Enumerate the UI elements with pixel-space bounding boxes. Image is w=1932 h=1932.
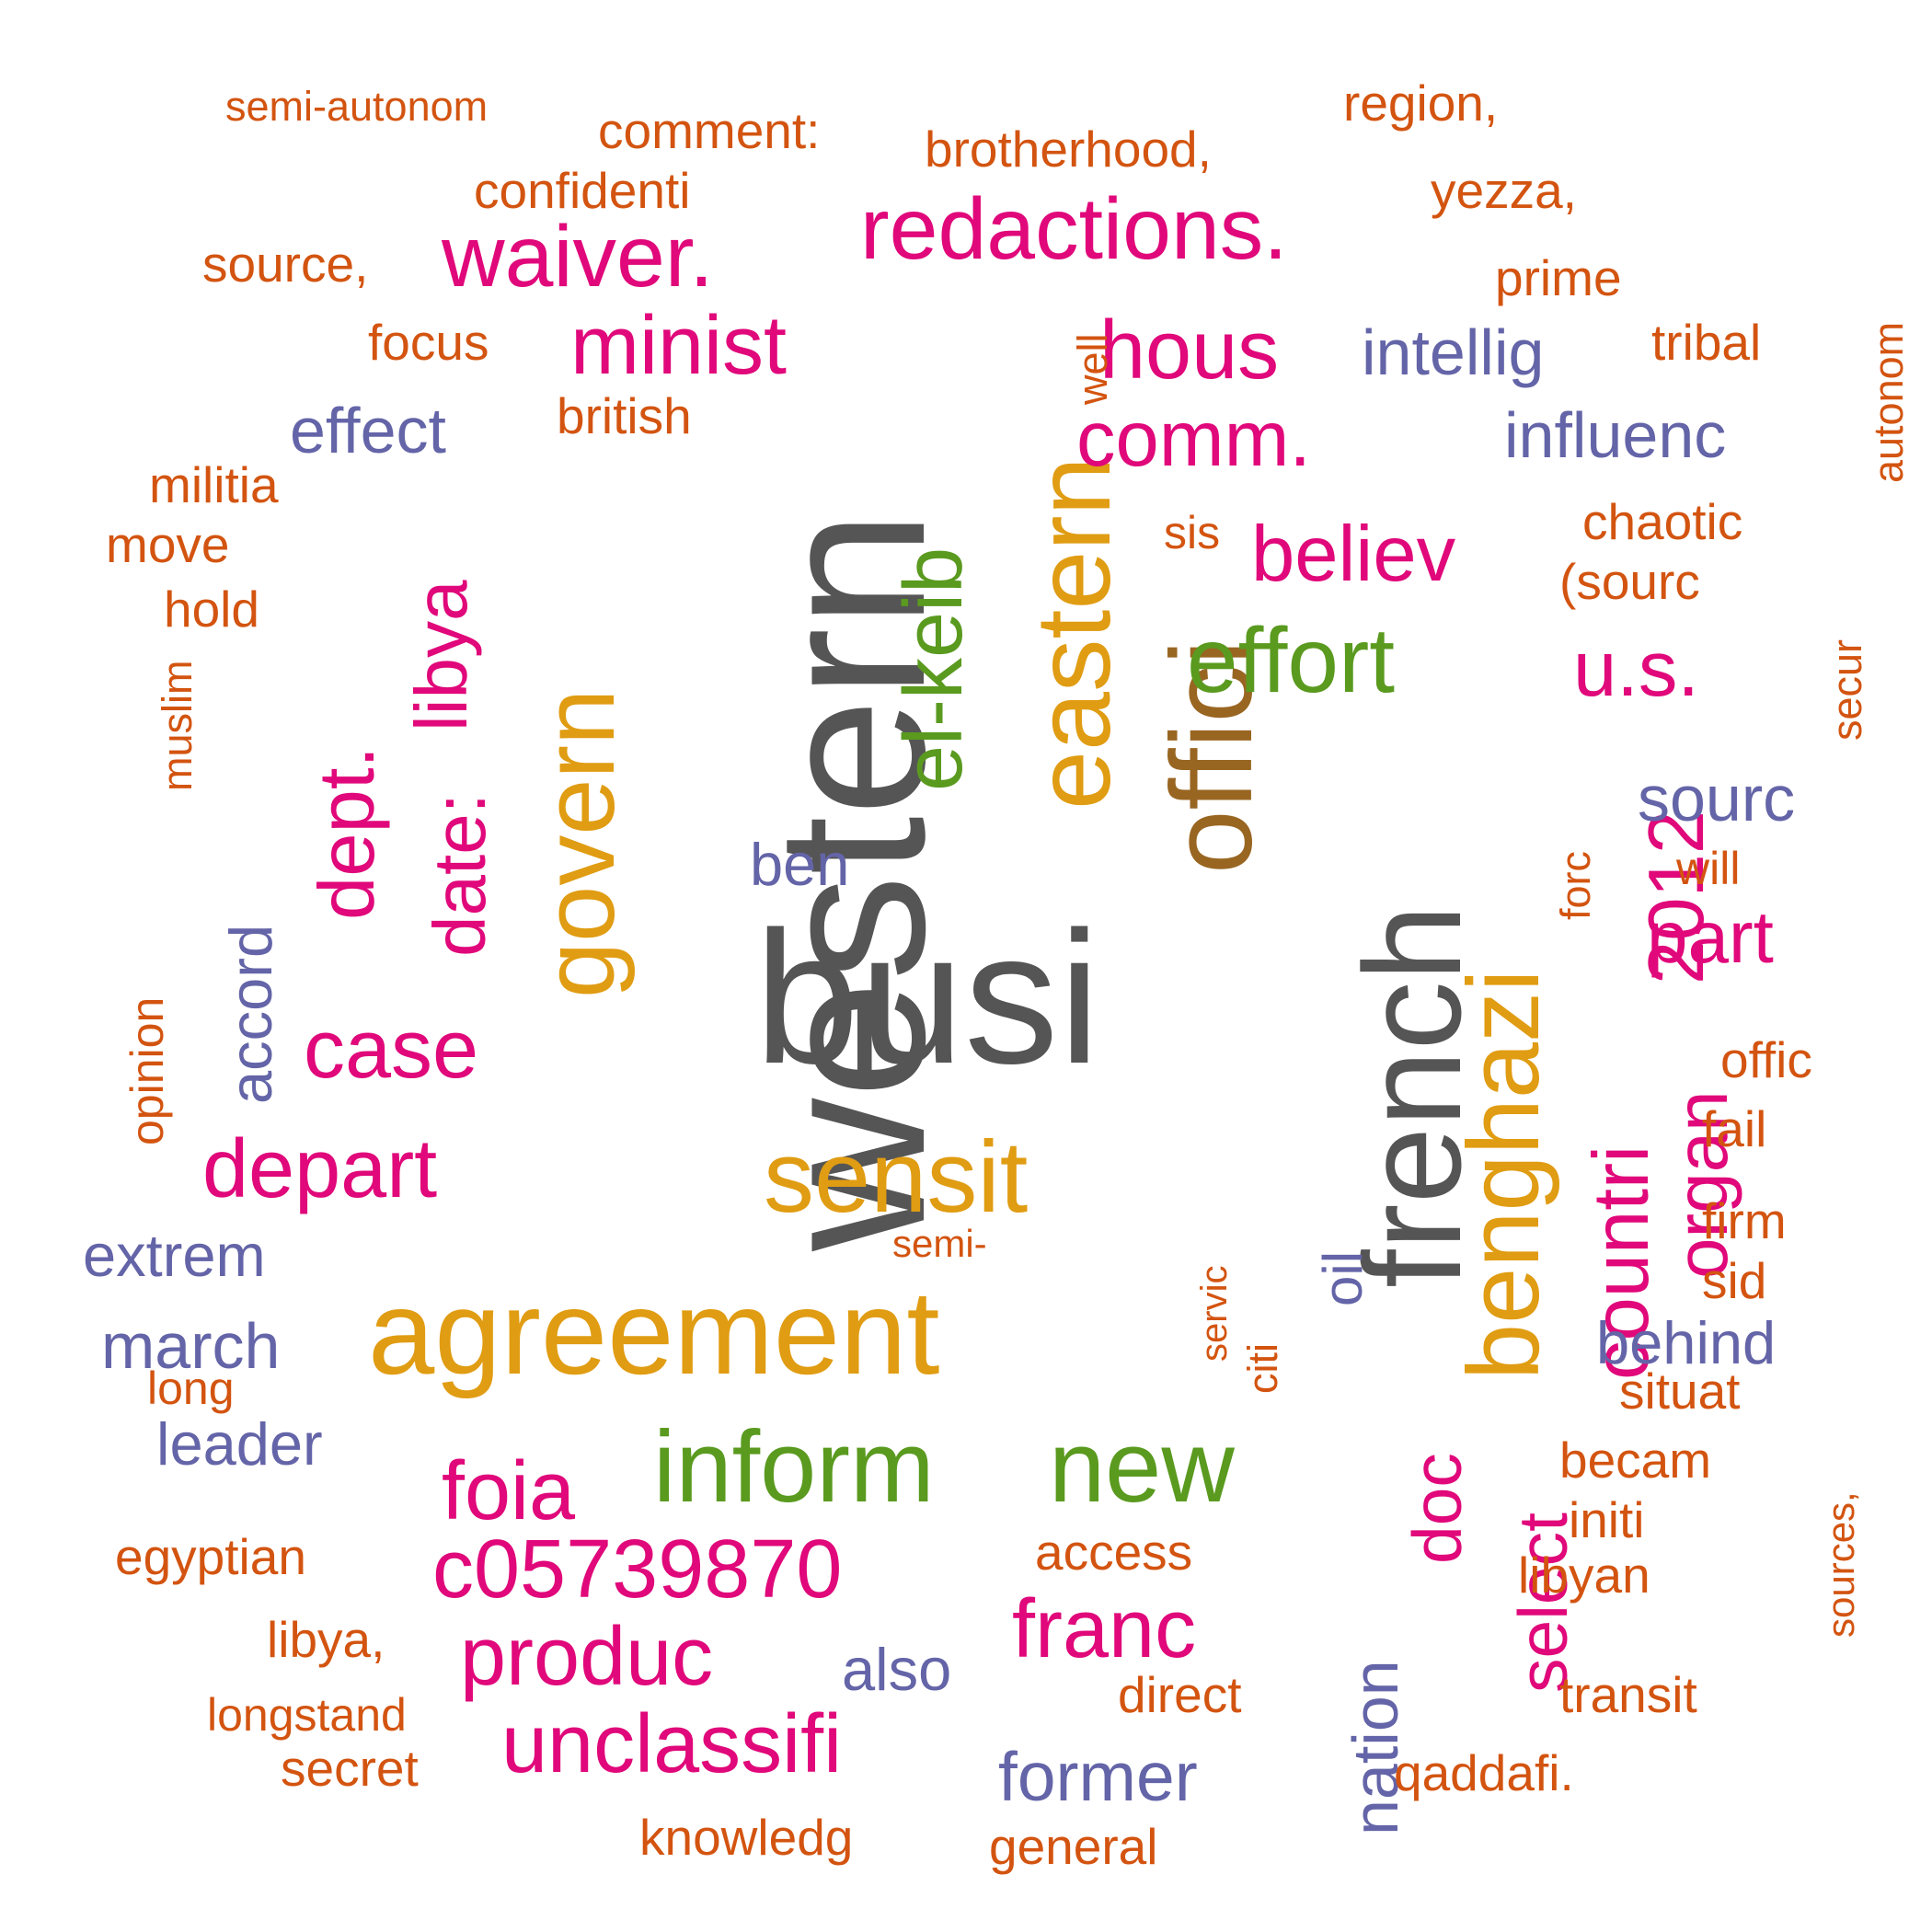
word-egyptian: egyptian <box>115 1527 306 1585</box>
word-situat: situat <box>1619 1362 1741 1420</box>
word-date: date: <box>419 793 500 957</box>
word-ben: ben <box>750 830 850 898</box>
word-firm: firm <box>1702 1191 1787 1249</box>
word-brotherhood: brotherhood, <box>925 120 1212 178</box>
word-oil: oil <box>1312 1250 1374 1306</box>
word-depart: depart <box>202 1123 438 1216</box>
word-sourc: (sourc <box>1559 552 1700 610</box>
word-secur: secur <box>1823 638 1870 741</box>
word-forc: forc <box>1552 850 1599 920</box>
word-will: will <box>1676 843 1741 894</box>
word-semi-autonom: semi-autonom <box>225 83 489 131</box>
word-autonom: autonom <box>1865 321 1912 483</box>
word-long: long <box>147 1363 235 1414</box>
word-prime: prime <box>1495 248 1622 306</box>
word-hold: hold <box>164 580 259 638</box>
word-effort: effort <box>1187 609 1396 712</box>
word-becam: becam <box>1559 1431 1712 1489</box>
word-source: source, <box>202 235 369 293</box>
word-new: new <box>1049 1409 1235 1524</box>
word-sis: sis <box>1164 507 1221 558</box>
word-eastern: eastern <box>1015 456 1133 810</box>
word-march: march <box>101 1309 281 1382</box>
word-also: also <box>842 1635 952 1703</box>
word-libyan: libyan <box>1518 1546 1650 1604</box>
word-waiver: waiver. <box>442 208 714 306</box>
word-sensit: sensit <box>764 1120 1029 1234</box>
word-comment: comment: <box>598 101 821 159</box>
word-part: part <box>1647 896 1774 979</box>
word-opinion: opinion <box>121 996 173 1145</box>
word-qaddafi: qaddafi. <box>1394 1743 1574 1801</box>
word-knowledg: knowledg <box>639 1808 854 1866</box>
word-move: move <box>106 515 230 573</box>
word-influenc: influenc <box>1504 398 1727 471</box>
word-agreement: agreement <box>368 1265 940 1400</box>
word-inform: inform <box>653 1409 935 1524</box>
word-dept: dept. <box>304 745 391 920</box>
word-sources: sources, <box>1819 1491 1862 1638</box>
word-comm: comm. <box>1076 396 1311 484</box>
word-accord: accord <box>217 924 284 1104</box>
word-semi: semi- <box>892 1221 987 1265</box>
word-servic: servic <box>1194 1265 1235 1362</box>
word-believ: believ <box>1251 511 1456 599</box>
word-govern: govern <box>523 688 636 998</box>
word-offic: offic <box>1720 1030 1812 1088</box>
word-confidenti: confidenti <box>474 161 691 219</box>
word-case: case <box>304 1004 479 1097</box>
word-doc: doc <box>1398 1453 1476 1564</box>
word-behind: behind <box>1596 1308 1777 1376</box>
word-extrem: extrem <box>83 1221 266 1289</box>
word-access: access <box>1035 1523 1193 1581</box>
word-secret: secret <box>281 1739 419 1797</box>
word-well: well <box>1069 333 1116 405</box>
word-redactions: redactions. <box>860 180 1288 279</box>
word-busi: busi <box>754 891 1101 1103</box>
word-focus: focus <box>368 313 489 371</box>
word-el-keib: el-keib <box>888 546 980 791</box>
word-u-s: u.s. <box>1573 626 1700 714</box>
word-tribal: tribal <box>1651 313 1762 371</box>
word-minist: minist <box>570 300 788 393</box>
word-longstand: longstand <box>207 1689 407 1741</box>
word-militia: militia <box>149 455 279 513</box>
word-franc: franc <box>1012 1583 1197 1676</box>
word-foia: foia <box>442 1445 576 1538</box>
word-produc: produc <box>460 1611 714 1704</box>
word-citi: citi <box>1239 1343 1286 1394</box>
word-yezza: yezza, <box>1431 161 1577 219</box>
word-intellig: intellig <box>1362 316 1545 388</box>
word-sourc: sourc <box>1638 762 1796 834</box>
word-benghazi: benghazi <box>1447 969 1560 1381</box>
word-former: former <box>998 1737 1198 1815</box>
word-region: region, <box>1343 74 1499 132</box>
word-muslim: muslim <box>154 660 201 792</box>
word-sid: sid <box>1702 1251 1767 1309</box>
word-libya: libya <box>400 580 482 731</box>
word-direct: direct <box>1118 1665 1242 1723</box>
word-fail: fail <box>1702 1099 1767 1157</box>
word-unclassifi: unclassifi <box>501 1698 843 1791</box>
word-british: british <box>557 386 692 444</box>
word-transit: transit <box>1559 1665 1697 1723</box>
word-c05739870: c05739870 <box>432 1524 843 1616</box>
word-initi: initi <box>1569 1490 1645 1548</box>
word-libya: libya, <box>267 1610 385 1668</box>
word-general: general <box>989 1817 1158 1875</box>
word-leader: leader <box>156 1409 323 1478</box>
word-hous: hous <box>1099 305 1280 397</box>
word-chaotic: chaotic <box>1582 492 1743 550</box>
word-effect: effect <box>290 394 446 466</box>
